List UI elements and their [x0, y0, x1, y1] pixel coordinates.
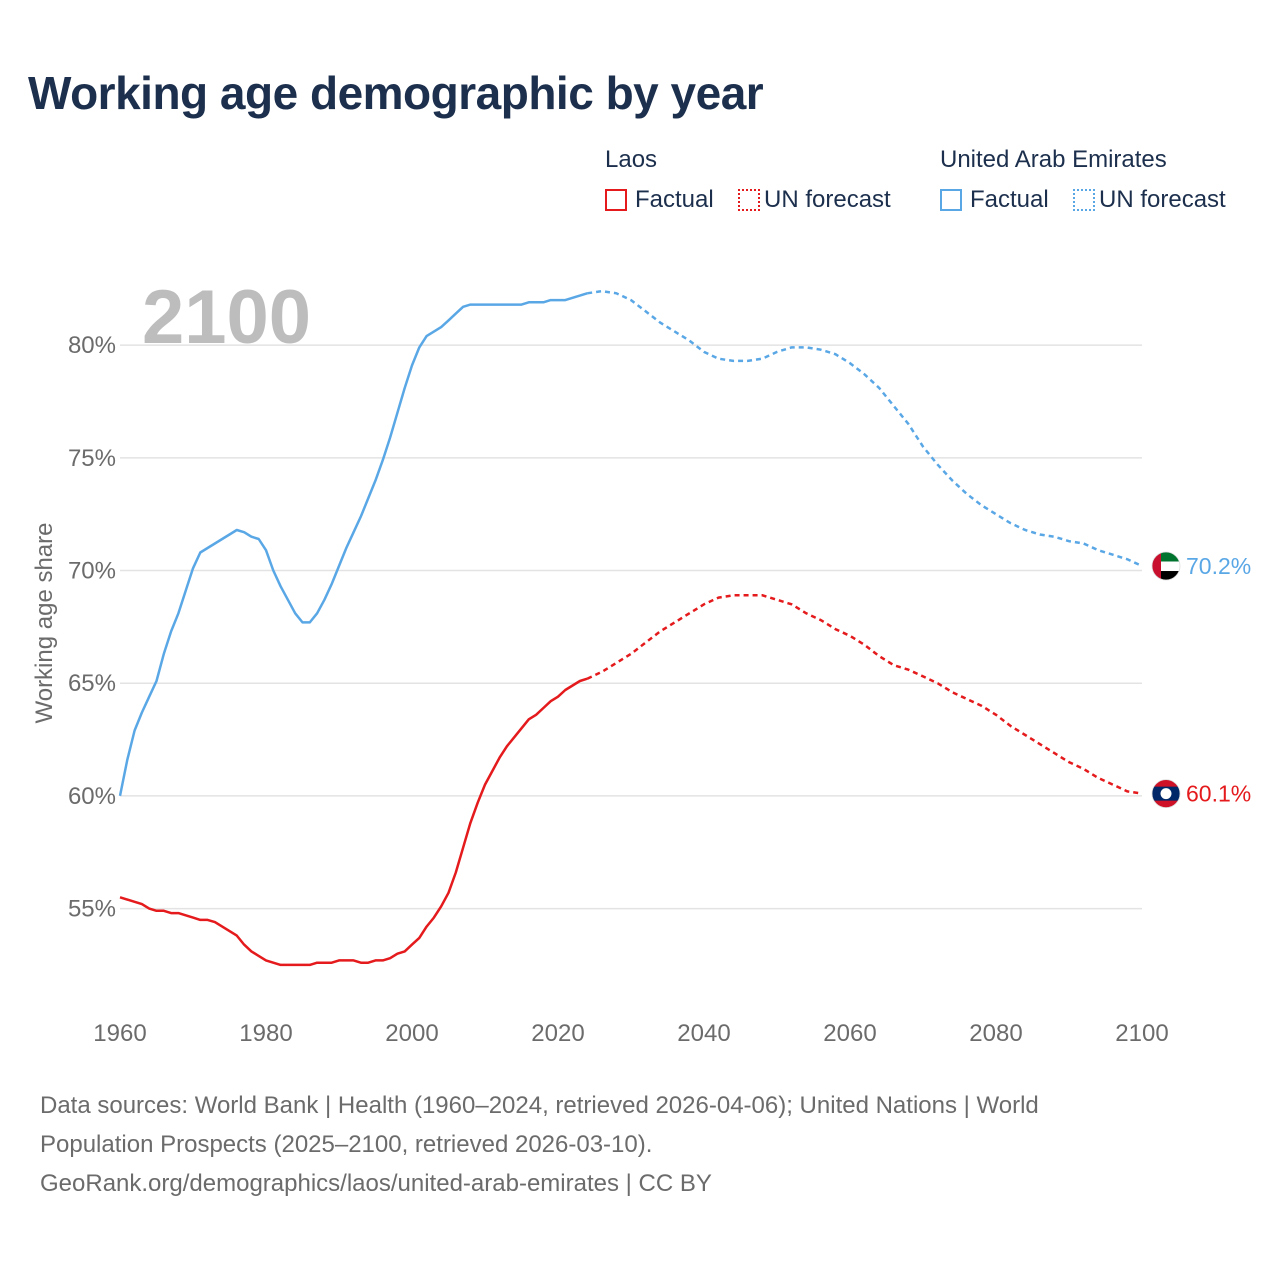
x-tick-label: 2080: [969, 1020, 1022, 1047]
series-line-laos-factual: [119, 677, 588, 967]
legend-laos-title: Laos: [605, 146, 658, 173]
footer-line-2: Population Prospects (2025–2100, retriev…: [40, 1131, 653, 1158]
y-tick-label: 65%: [68, 670, 116, 697]
series-line-uae-forecast: [587, 289, 1143, 568]
end-value-label-laos: 60.1%: [1186, 781, 1251, 807]
legend-solid-swatch: [605, 189, 627, 211]
flag-marker-laos: [1151, 779, 1181, 809]
legend-uae-title: United Arab Emirates: [940, 146, 1167, 173]
legend-uae-forecast[interactable]: UN forecast: [1073, 186, 1226, 214]
legend-label: UN forecast: [764, 186, 891, 213]
legend-solid-swatch: [940, 189, 962, 211]
legend-dotted-swatch: [1073, 189, 1095, 211]
footer: Data sources: World Bank | Health (1960–…: [40, 1086, 1220, 1203]
legend-label: Factual: [970, 186, 1049, 213]
legend-laos-forecast[interactable]: UN forecast: [738, 186, 891, 214]
end-value-label-uae: 70.2%: [1186, 553, 1251, 579]
legend-label: Factual: [635, 186, 714, 213]
series-line-laos-forecast: [586, 594, 1143, 795]
y-tick-label: 70%: [68, 558, 116, 585]
chart-title: Working age demographic by year: [28, 67, 764, 119]
year-watermark: 2100: [142, 275, 311, 360]
y-tick-label: 80%: [68, 332, 116, 359]
x-tick-label: 2040: [677, 1020, 730, 1047]
x-tick-label: 2060: [823, 1020, 876, 1047]
x-tick-label: 2100: [1115, 1020, 1168, 1047]
flag-marker-uae: [1151, 551, 1181, 581]
y-tick-label: 55%: [68, 896, 116, 923]
legend-laos-factual[interactable]: Factual: [605, 186, 714, 214]
y-axis-label: Working age share: [31, 523, 58, 724]
legend-uae-factual[interactable]: Factual: [940, 186, 1049, 214]
y-tick-label: 60%: [68, 783, 116, 810]
series-line-uae-factual: [118, 292, 588, 797]
legend-dotted-swatch: [738, 189, 760, 211]
y-tick-label: 75%: [68, 445, 116, 472]
x-tick-label: 1980: [239, 1020, 292, 1047]
legend-label: UN forecast: [1099, 186, 1226, 213]
x-tick-label: 2000: [385, 1020, 438, 1047]
footer-line-3: GeoRank.org/demographics/laos/united-ara…: [40, 1170, 712, 1197]
x-tick-label: 1960: [93, 1020, 146, 1047]
footer-line-1: Data sources: World Bank | Health (1960–…: [40, 1092, 1039, 1119]
x-tick-label: 2020: [531, 1020, 584, 1047]
